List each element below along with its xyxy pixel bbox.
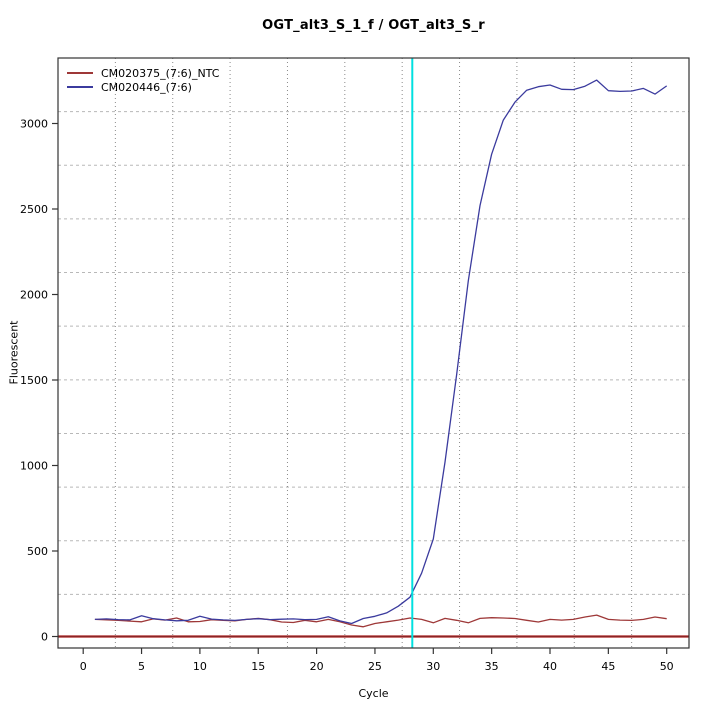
- svg-text:0: 0: [80, 660, 87, 673]
- y-axis-ticks: 0 500 1000 1500 2000 2500 3000: [20, 118, 58, 644]
- svg-text:10: 10: [193, 660, 207, 673]
- gridlines: [58, 58, 690, 649]
- y-axis-title: Fluorescent: [7, 320, 21, 385]
- legend-line-ntc-icon: [67, 72, 93, 74]
- svg-text:2500: 2500: [20, 203, 48, 216]
- svg-text:35: 35: [485, 660, 499, 673]
- legend-line-sample-icon: [67, 86, 93, 88]
- plot-border: [57, 57, 690, 649]
- svg-text:1000: 1000: [20, 460, 48, 473]
- svg-text:20: 20: [310, 660, 324, 673]
- x-axis-ticks: 0 5 10 15 20 25 30 35 40 45 50: [80, 648, 674, 673]
- legend-item-sample: CM020446_(7:6): [67, 80, 219, 94]
- svg-text:5: 5: [138, 660, 145, 673]
- x-axis-title: Cycle: [358, 687, 389, 700]
- svg-text:40: 40: [543, 660, 557, 673]
- svg-text:45: 45: [601, 660, 615, 673]
- svg-text:3000: 3000: [20, 118, 48, 131]
- svg-text:500: 500: [27, 545, 48, 558]
- svg-text:50: 50: [660, 660, 674, 673]
- legend: CM020375_(7:6)_NTC CM020446_(7:6): [67, 66, 219, 94]
- legend-label-ntc: CM020375_(7:6)_NTC: [101, 66, 220, 80]
- svg-text:30: 30: [426, 660, 440, 673]
- svg-text:2000: 2000: [20, 289, 48, 302]
- legend-label-sample: CM020446_(7:6): [101, 80, 192, 94]
- legend-item-ntc: CM020375_(7:6)_NTC: [67, 66, 219, 80]
- series-line-0: [94, 614, 667, 628]
- chart-title: OGT_alt3_S_1_f / OGT_alt3_S_r: [262, 18, 485, 33]
- svg-text:1500: 1500: [20, 374, 48, 387]
- svg-text:0: 0: [41, 631, 48, 644]
- svg-text:25: 25: [368, 660, 382, 673]
- series-line-1: [94, 79, 668, 625]
- svg-text:15: 15: [251, 660, 265, 673]
